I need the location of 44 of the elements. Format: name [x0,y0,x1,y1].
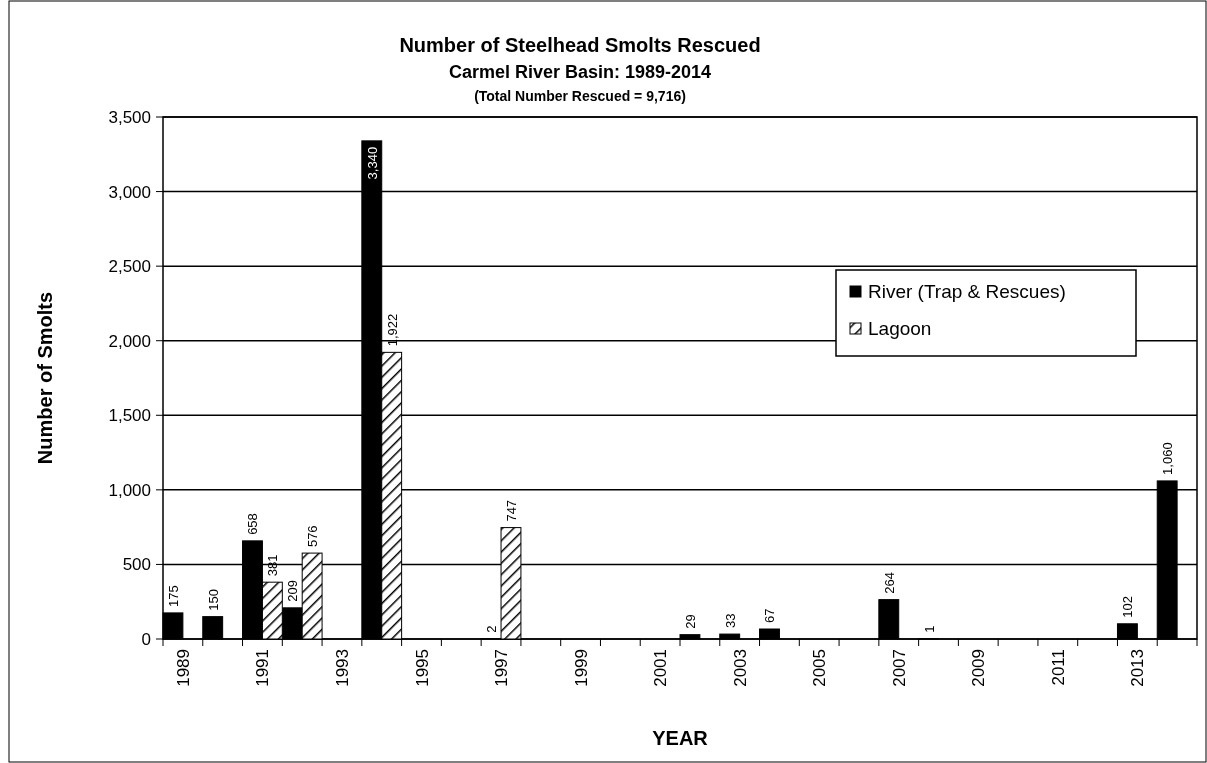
text: (Total Number Rescued = 9,716) [474,88,686,104]
data-label: 67 [762,608,778,624]
data-label: 264 [881,571,897,594]
x-tick-label: 1999 [571,649,591,687]
x-tick-label: 1995 [412,649,432,687]
x-tick-label: 1997 [492,649,512,687]
y-tick-label: 2,000 [108,331,151,351]
chart-title: Number of Steelhead Smolts Rescued [399,34,761,56]
chart-subtitle: Carmel River Basin: 1989-2014 [448,62,712,82]
data-label: 658 [245,513,261,535]
x-tick-label: 2009 [969,649,989,687]
x-axis-title: YEAR [652,727,709,749]
data-label: 1,060 [1160,442,1176,475]
x-tick-label: 2005 [810,649,830,687]
data-label: 175 [165,585,181,607]
y-tick-label: 2,500 [108,257,151,277]
data-label: 209 [285,580,301,602]
data-label: 29 [682,614,698,629]
y-axis-title: Number of Smolts [34,291,56,465]
data-label: 2 [484,625,500,633]
x-tick-label: 1989 [173,649,193,687]
x-tick-label: 2011 [1048,649,1068,686]
data-label: 150 [205,588,221,611]
y-tick-label: 3,000 [108,182,151,202]
data-label: 33 [722,613,738,629]
data-label: 747 [503,499,519,522]
x-tick-label: 2003 [730,649,750,687]
legend-label: Lagoon [868,318,932,339]
x-tick-label: 2007 [889,649,909,687]
x-tick-label: 1991 [253,649,273,687]
legend-label: River (Trap & Rescues) [868,281,1066,302]
data-label: 576 [305,525,321,548]
x-tick-label: 2001 [651,649,671,687]
data-label: 102 [1120,596,1136,618]
data-label: 1 [921,625,937,633]
y-tick-label: 500 [122,555,151,575]
y-tick-label: 0 [141,630,151,649]
y-tick-label: 1,500 [108,406,151,426]
y-tick-label: 3,500 [108,108,151,127]
data-label: 3,340 [364,146,380,180]
x-tick-label: 1993 [332,649,352,687]
y-tick-label: 1,000 [108,480,151,500]
x-tick-label: 2013 [1128,649,1148,687]
data-label: 1,922 [384,313,400,347]
